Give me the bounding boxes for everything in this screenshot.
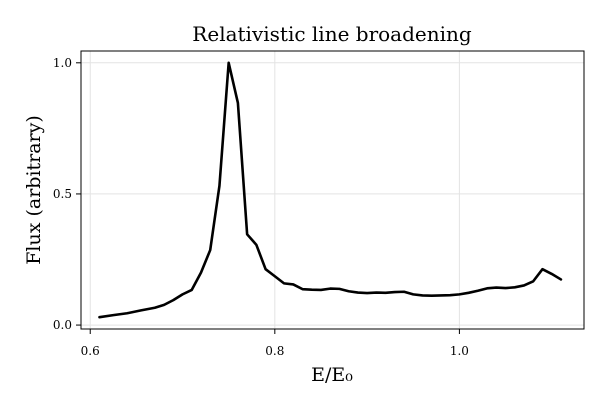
y-axis-label: Flux (arbitrary)	[23, 115, 45, 265]
axis-ticks: 0.6 0.8 1.0 0.0 0.5 1.0	[53, 56, 469, 358]
series-line	[98, 61, 563, 319]
x-tick-label: 0.8	[265, 344, 284, 358]
chart-title: Relativistic line broadening	[192, 22, 472, 46]
y-tick-label: 1.0	[53, 56, 72, 70]
x-axis-label: E/E₀	[311, 364, 353, 386]
y-tick-label: 0.5	[53, 187, 72, 201]
grid	[81, 51, 584, 329]
y-tick-label: 0.0	[53, 318, 72, 332]
plot-frame	[80, 50, 585, 330]
x-tick-label: 0.6	[81, 344, 100, 358]
x-tick-label: 1.0	[450, 344, 469, 358]
